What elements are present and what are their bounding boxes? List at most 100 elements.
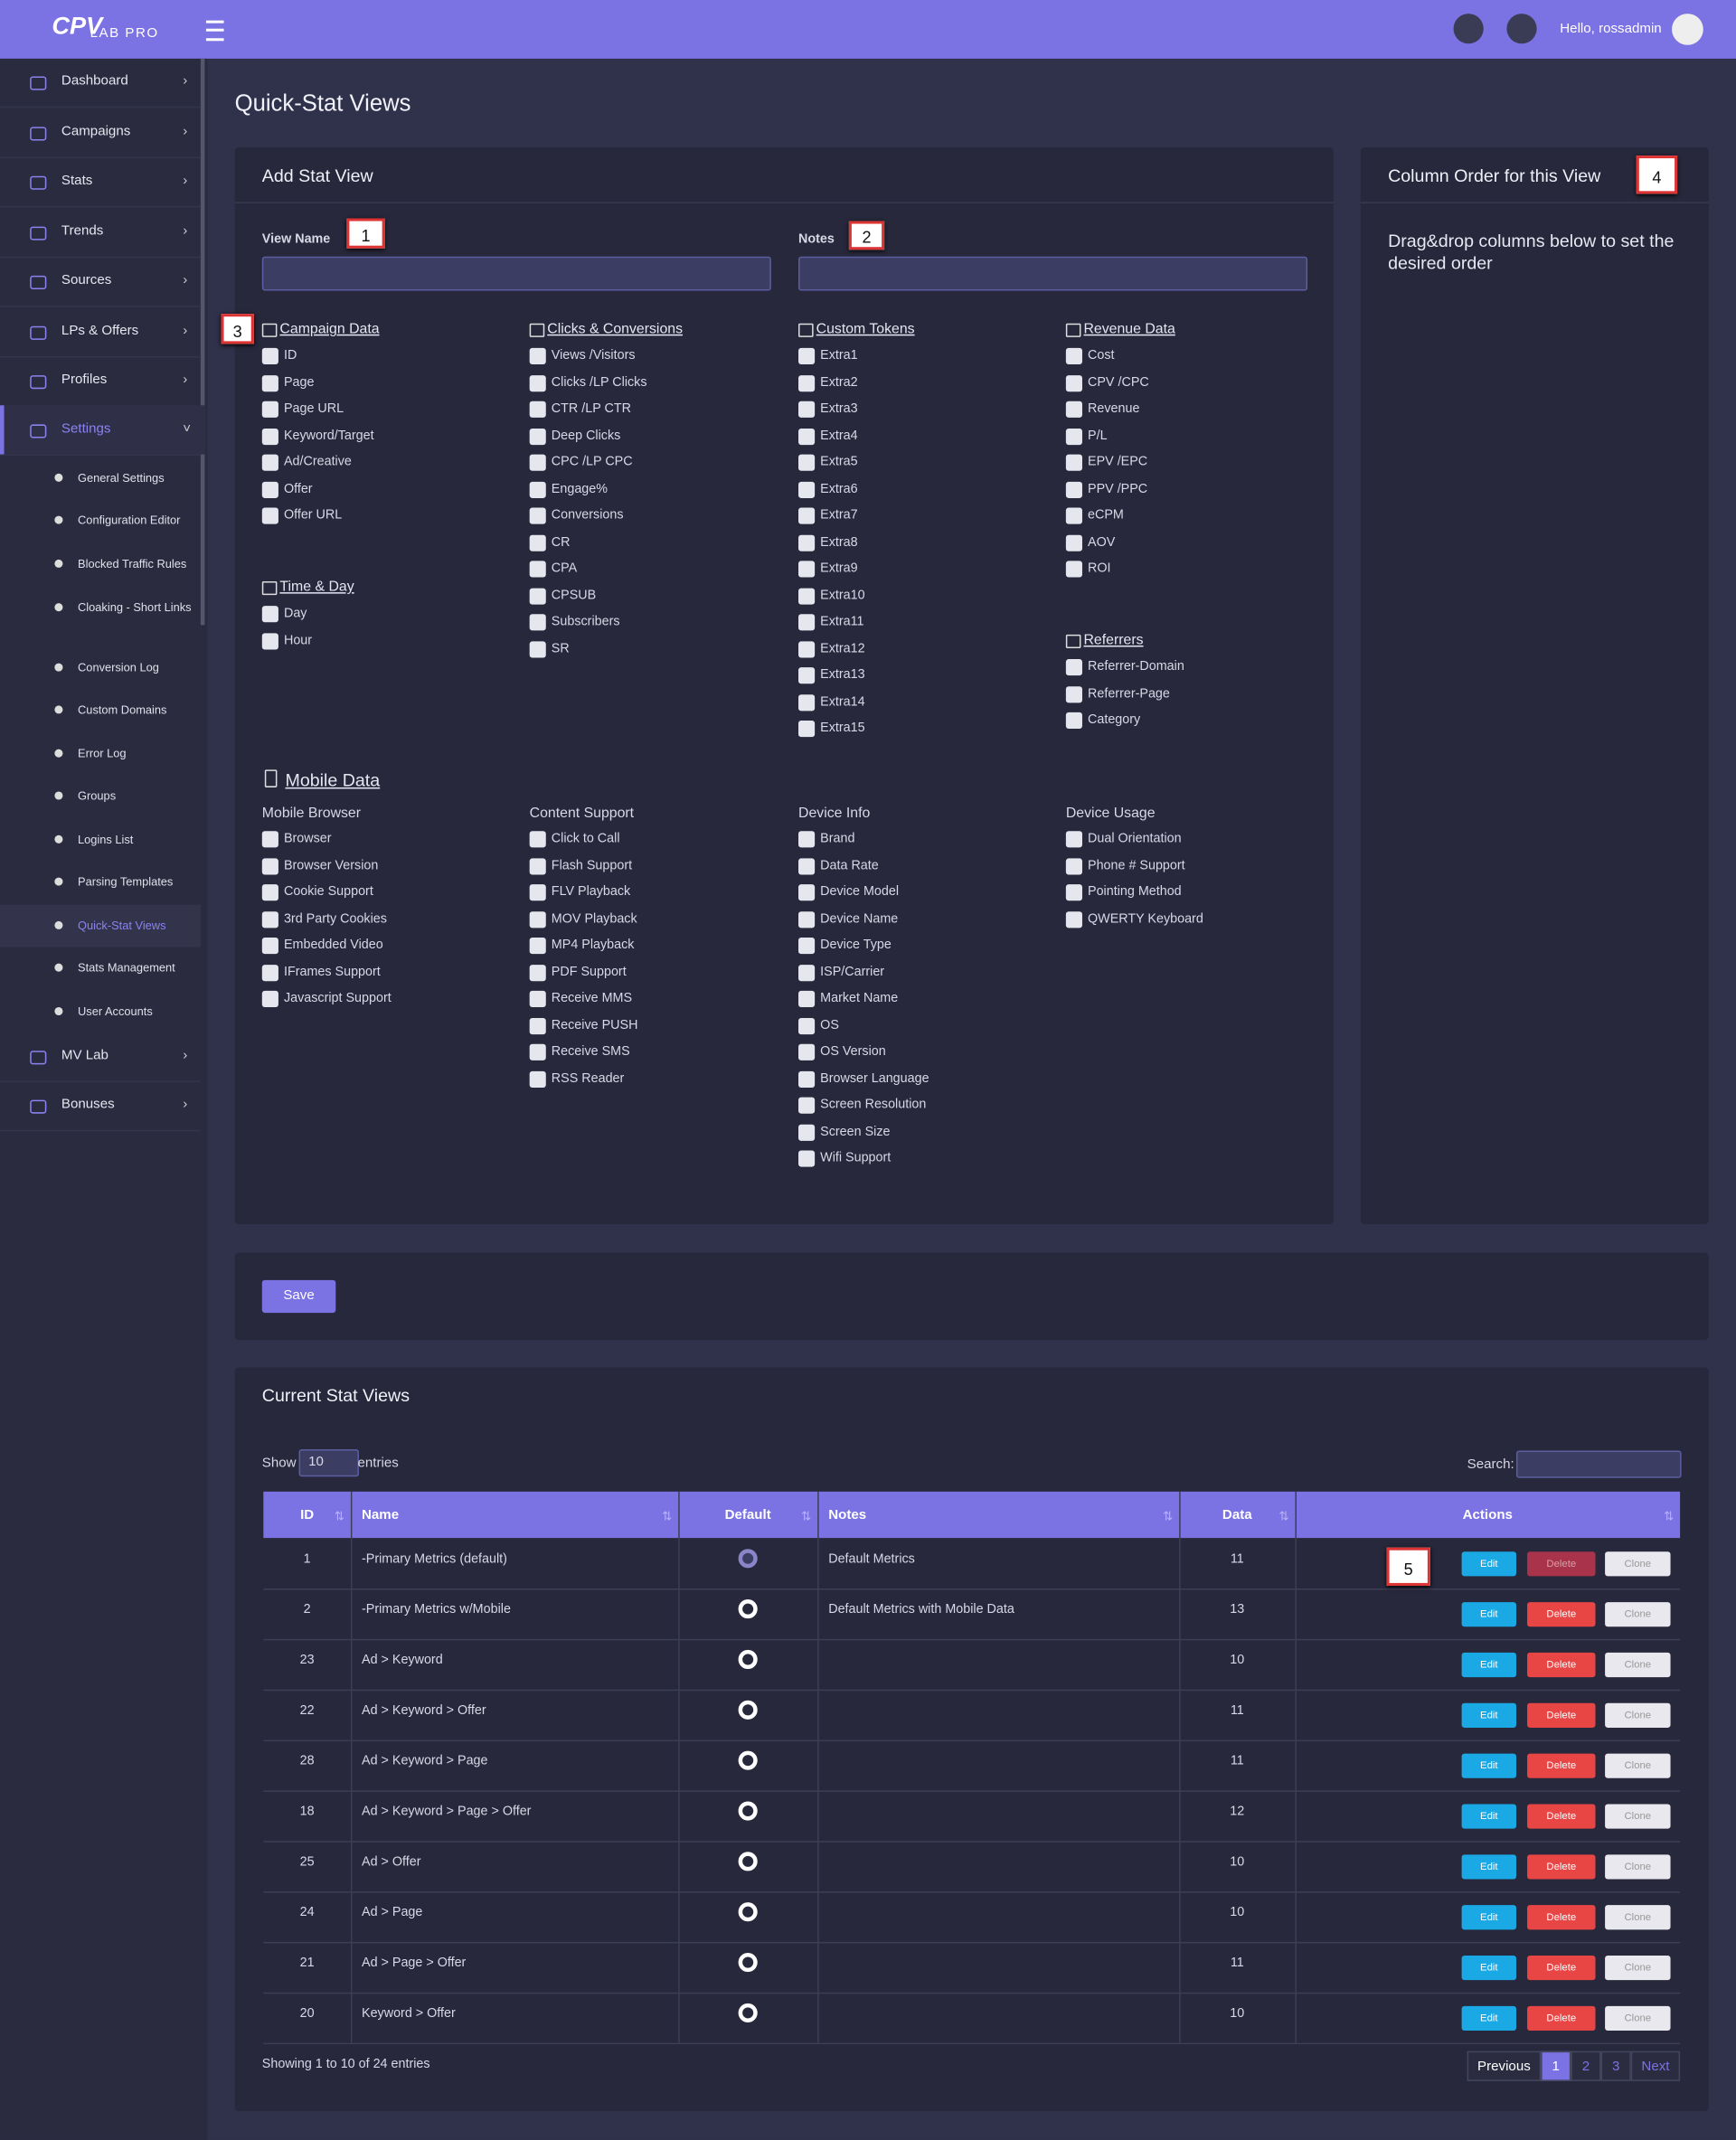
checkbox[interactable] (798, 347, 816, 365)
checkbox[interactable] (529, 507, 546, 524)
default-radio[interactable] (738, 1649, 758, 1670)
checkbox[interactable] (1065, 561, 1082, 578)
sub-nav-item[interactable]: Custom Domains (78, 702, 167, 717)
checkbox[interactable] (1065, 884, 1082, 901)
clone-button[interactable]: Clone (1605, 1652, 1671, 1678)
checkbox[interactable] (1065, 374, 1082, 391)
checkbox[interactable] (1065, 857, 1082, 874)
checkbox[interactable] (261, 606, 278, 623)
checkbox[interactable] (261, 632, 278, 649)
checkbox[interactable] (529, 831, 546, 848)
logo[interactable]: CPV (52, 12, 103, 40)
nav-item[interactable]: Settings (61, 421, 111, 438)
checkbox[interactable] (261, 831, 278, 848)
checkbox[interactable] (798, 857, 816, 874)
page-button[interactable]: Previous (1467, 2050, 1542, 2081)
nav-item[interactable]: Sources (61, 272, 112, 288)
menu-toggle[interactable] (205, 20, 224, 42)
clone-button[interactable]: Clone (1605, 1905, 1671, 1930)
checkbox[interactable] (798, 693, 816, 711)
checkbox[interactable] (798, 1124, 816, 1141)
default-radio[interactable] (738, 1852, 758, 1871)
checkbox[interactable] (1065, 401, 1082, 418)
sub-nav-item[interactable]: General Settings (78, 470, 165, 485)
default-radio[interactable] (738, 1952, 758, 1973)
checkbox[interactable] (261, 910, 278, 928)
checkbox[interactable] (261, 374, 278, 391)
section-title[interactable]: Clicks & Conversions (547, 320, 684, 337)
column-header[interactable]: Notes (828, 1507, 867, 1523)
checkbox[interactable] (798, 401, 816, 418)
checkbox[interactable] (529, 347, 546, 365)
checkbox[interactable] (798, 720, 816, 738)
column-header[interactable]: Name (361, 1507, 400, 1523)
nav-item[interactable]: Stats (61, 173, 93, 189)
nav-item[interactable]: Trends (61, 223, 104, 240)
delete-button[interactable]: Delete (1527, 1905, 1596, 1930)
section-title[interactable]: Revenue Data (1083, 320, 1175, 337)
search-input[interactable] (1515, 1450, 1682, 1478)
delete-button[interactable]: Delete (1527, 1652, 1596, 1678)
edit-button[interactable]: Edit (1461, 1956, 1516, 1981)
checkbox[interactable] (798, 1150, 816, 1167)
nav-item[interactable]: Profiles (61, 372, 108, 388)
edit-button[interactable]: Edit (1461, 1652, 1516, 1678)
section-title[interactable]: Time & Day (279, 578, 354, 596)
avatar[interactable] (1672, 14, 1703, 45)
checkbox[interactable] (798, 640, 816, 657)
checkbox[interactable] (798, 374, 816, 391)
column-header[interactable]: Default (724, 1507, 771, 1523)
sub-nav-item[interactable]: Error Log (78, 746, 127, 760)
checkbox[interactable] (529, 481, 546, 498)
checkbox[interactable] (798, 1043, 816, 1061)
delete-button[interactable]: Delete (1527, 1702, 1596, 1728)
nav-item[interactable]: Dashboard (61, 73, 128, 90)
page-button[interactable]: 3 (1600, 2050, 1631, 2081)
column-header[interactable]: Data (1222, 1507, 1252, 1523)
delete-button[interactable]: Delete (1527, 2005, 1596, 2032)
checkbox[interactable] (1065, 712, 1082, 730)
checkbox[interactable] (261, 428, 278, 445)
default-radio[interactable] (738, 1700, 758, 1720)
checkbox[interactable] (261, 507, 278, 524)
checkbox[interactable] (798, 587, 816, 604)
sub-nav-item[interactable]: User Accounts (78, 1004, 153, 1019)
checkbox[interactable] (798, 428, 816, 445)
default-radio[interactable] (738, 1801, 758, 1821)
column-header[interactable]: ID (300, 1507, 315, 1523)
checkbox[interactable] (529, 614, 546, 631)
checkbox[interactable] (529, 937, 546, 955)
checkbox[interactable] (529, 428, 546, 445)
checkbox[interactable] (261, 884, 278, 901)
sub-nav-item[interactable]: Blocked Traffic Rules (78, 556, 187, 570)
checkbox[interactable] (529, 1017, 546, 1034)
column-header[interactable]: Actions (1462, 1507, 1513, 1523)
checkbox[interactable] (529, 1070, 546, 1088)
checkbox[interactable] (529, 374, 546, 391)
clone-button[interactable]: Clone (1605, 1804, 1671, 1829)
sub-nav-item[interactable]: Cloaking - Short Links (78, 600, 192, 615)
checkbox[interactable] (798, 1017, 816, 1034)
edit-button[interactable]: Edit (1461, 1804, 1516, 1829)
edit-button[interactable]: Edit (1461, 1854, 1516, 1880)
section-title[interactable]: Mobile Data (285, 769, 381, 790)
checkbox[interactable] (529, 884, 546, 901)
delete-button[interactable]: Delete (1527, 1854, 1596, 1880)
page-button[interactable]: Next (1630, 2050, 1681, 2081)
checkbox[interactable] (1065, 428, 1082, 445)
clone-button[interactable]: Clone (1605, 1602, 1671, 1627)
checkbox[interactable] (798, 454, 816, 471)
page-button[interactable]: 2 (1571, 2050, 1601, 2081)
checkbox[interactable] (798, 1070, 816, 1088)
checkbox[interactable] (798, 533, 816, 551)
delete-button[interactable]: Delete (1527, 1804, 1596, 1829)
default-radio[interactable] (738, 2003, 758, 2022)
checkbox[interactable] (529, 587, 546, 604)
notes-input[interactable] (798, 256, 1308, 291)
checkbox[interactable] (798, 1097, 816, 1114)
edit-button[interactable]: Edit (1461, 1753, 1516, 1778)
checkbox[interactable] (529, 533, 546, 551)
section-title[interactable]: Custom Tokens (816, 320, 915, 337)
checkbox[interactable] (1065, 659, 1082, 676)
edit-button[interactable]: Edit (1461, 1602, 1516, 1627)
